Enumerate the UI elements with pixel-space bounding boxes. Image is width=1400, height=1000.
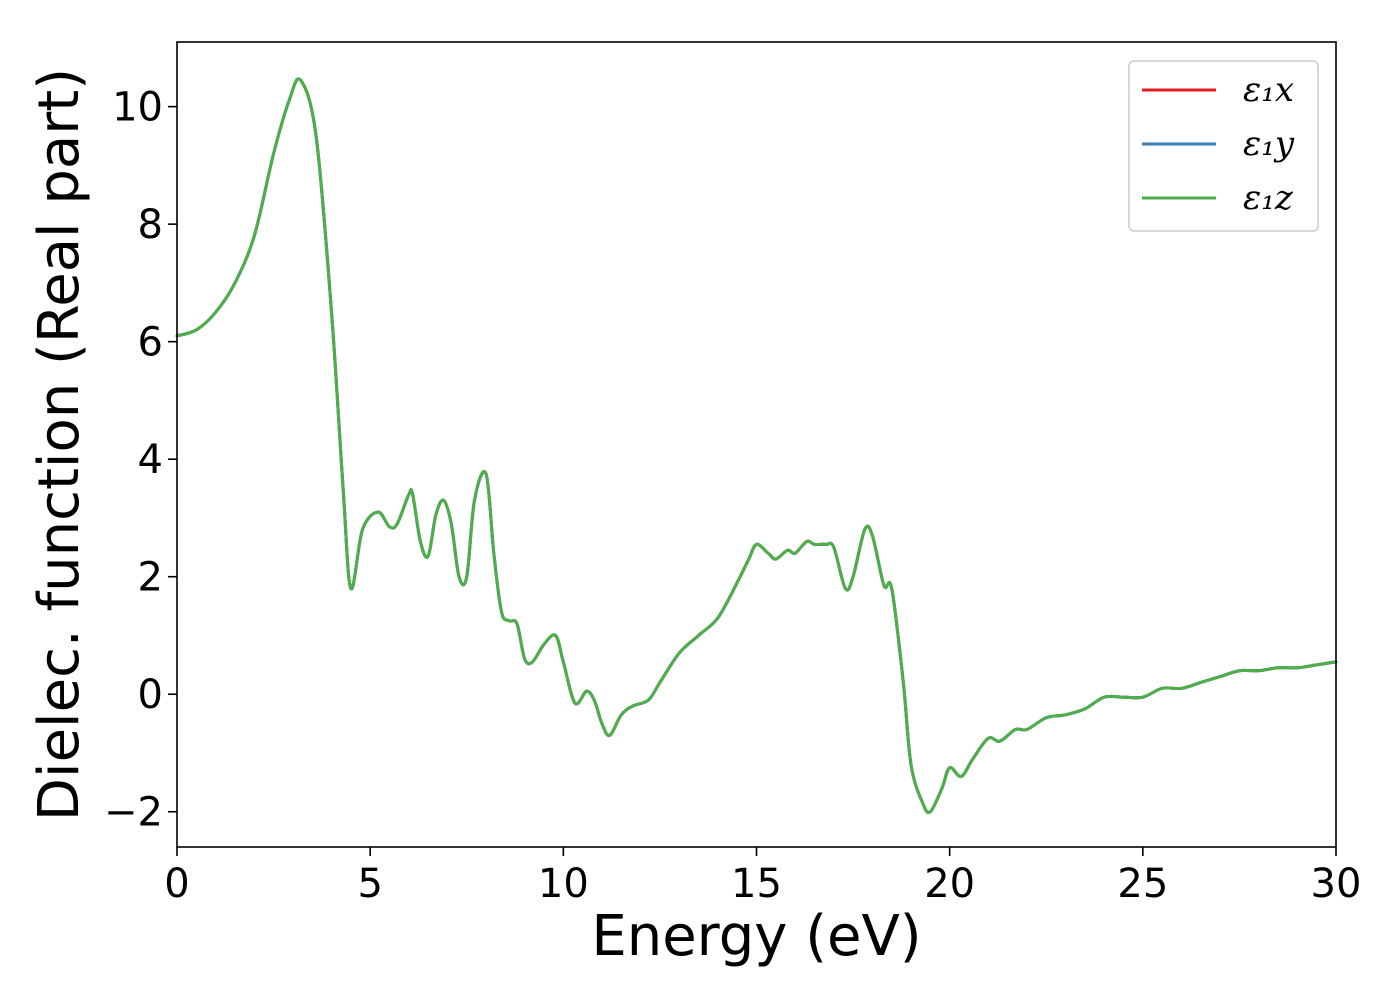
x-tick-label: 25 [1117, 861, 1168, 907]
y-tick-label: 10 [112, 85, 163, 131]
series-line-3 [175, 77, 1338, 814]
x-tick-label: 30 [1311, 861, 1362, 907]
legend-label-3: ε₁z [1243, 178, 1294, 218]
y-tick-label: 0 [138, 672, 163, 718]
y-axis: −2 0 2 4 6 8 10 [104, 85, 177, 836]
x-tick-label: 10 [538, 861, 589, 907]
y-tick-label: 6 [138, 320, 163, 366]
legend-label-2: ε₁y [1243, 124, 1295, 164]
y-tick-label: −2 [104, 790, 163, 836]
x-tick-label: 15 [731, 861, 782, 907]
x-axis: 0 5 10 15 20 25 30 [164, 847, 1361, 907]
x-axis-label: Energy (eV) [591, 904, 921, 969]
y-tick-label: 2 [138, 555, 163, 601]
x-tick-label: 5 [357, 861, 382, 907]
legend-label-1: ε₁x [1243, 70, 1294, 110]
x-tick-label: 20 [924, 861, 975, 907]
y-tick-label: 4 [138, 437, 163, 483]
legend-items: ε₁x ε₁y ε₁z [1142, 70, 1295, 218]
legend-box [1128, 60, 1319, 232]
x-tick-label: 0 [164, 861, 189, 907]
y-axis-label: Dielec. function (Real part) [27, 68, 92, 821]
y-tick-label: 8 [138, 202, 163, 248]
legend: ε₁x ε₁y ε₁z [1128, 60, 1319, 232]
series-layer [175, 77, 1338, 814]
